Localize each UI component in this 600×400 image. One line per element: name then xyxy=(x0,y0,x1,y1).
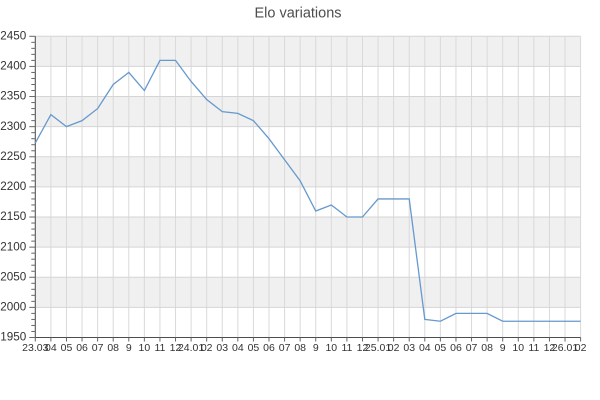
svg-text:2350: 2350 xyxy=(0,90,27,103)
svg-text:2300: 2300 xyxy=(0,120,27,133)
svg-text:05: 05 xyxy=(248,342,260,354)
svg-text:08: 08 xyxy=(294,342,306,354)
svg-text:03: 03 xyxy=(216,342,228,354)
svg-text:11: 11 xyxy=(341,342,352,354)
svg-text:05: 05 xyxy=(435,342,447,354)
svg-text:11: 11 xyxy=(154,342,165,354)
svg-text:9: 9 xyxy=(126,342,132,354)
svg-text:9: 9 xyxy=(500,342,506,354)
svg-text:04: 04 xyxy=(232,342,244,354)
svg-text:08: 08 xyxy=(481,342,493,354)
svg-text:07: 07 xyxy=(92,342,104,354)
svg-text:2250: 2250 xyxy=(0,150,27,163)
svg-text:04: 04 xyxy=(419,342,431,354)
svg-text:05: 05 xyxy=(61,342,73,354)
svg-text:9: 9 xyxy=(313,342,319,354)
svg-text:11: 11 xyxy=(528,342,539,354)
svg-text:Elo variations: Elo variations xyxy=(254,6,341,22)
svg-text:10: 10 xyxy=(325,342,337,354)
svg-text:08: 08 xyxy=(107,342,119,354)
svg-text:2000: 2000 xyxy=(0,301,27,314)
svg-text:02: 02 xyxy=(201,342,213,354)
svg-text:02: 02 xyxy=(388,342,400,354)
svg-text:2050: 2050 xyxy=(0,270,27,283)
svg-text:06: 06 xyxy=(450,342,462,354)
svg-text:10: 10 xyxy=(139,342,151,354)
svg-text:07: 07 xyxy=(279,342,291,354)
svg-text:06: 06 xyxy=(76,342,88,354)
svg-text:03: 03 xyxy=(403,342,415,354)
svg-text:2400: 2400 xyxy=(0,60,27,73)
svg-text:2450: 2450 xyxy=(0,30,27,43)
svg-text:06: 06 xyxy=(263,342,275,354)
svg-text:07: 07 xyxy=(466,342,478,354)
svg-text:2100: 2100 xyxy=(0,240,27,253)
svg-text:10: 10 xyxy=(512,342,524,354)
svg-text:02: 02 xyxy=(575,342,587,354)
svg-text:2200: 2200 xyxy=(0,180,27,193)
svg-text:04: 04 xyxy=(45,342,57,354)
svg-text:2150: 2150 xyxy=(0,210,27,223)
